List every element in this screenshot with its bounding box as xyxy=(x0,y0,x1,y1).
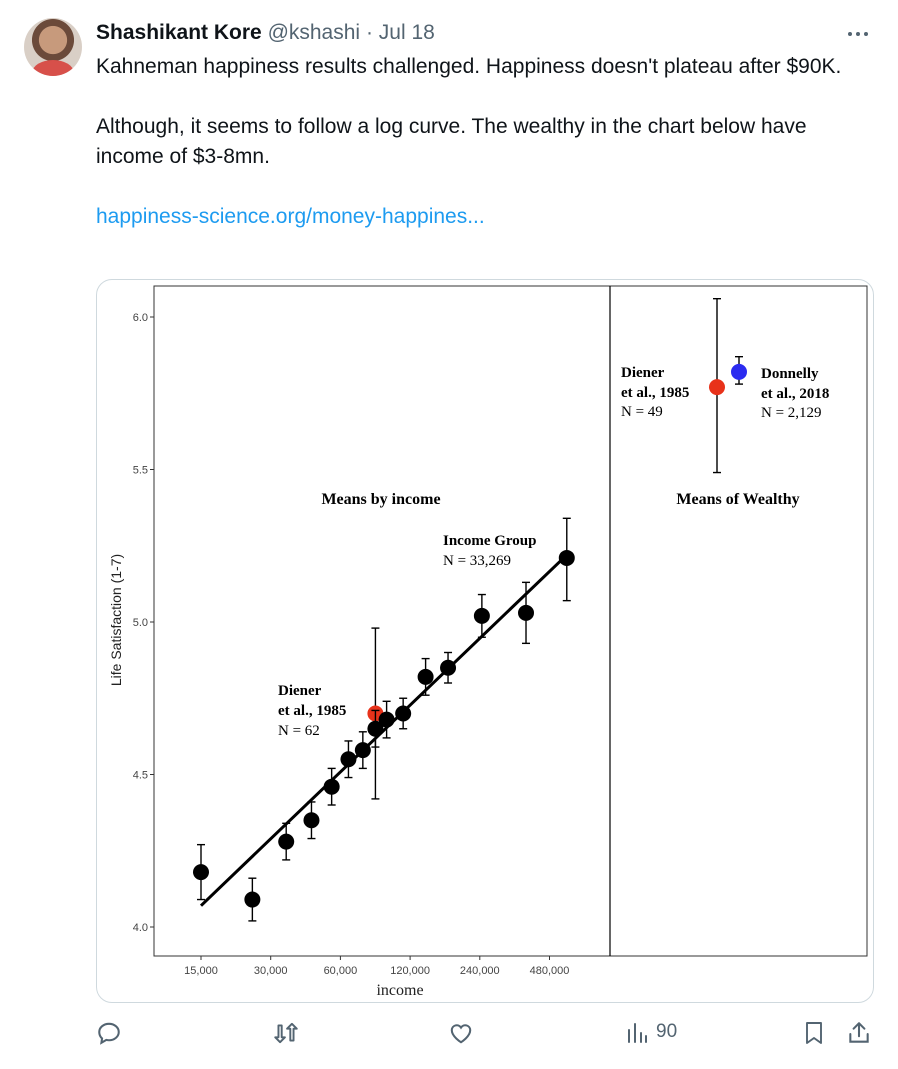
tweet-text-line1: Kahneman happiness results challenged. H… xyxy=(96,55,842,78)
chart-svg: 4.0 4.5 5.0 5.5 6.0 15,000 30,000 60,000 120,000… xyxy=(108,285,868,999)
tweet-date[interactable]: Jul 18 xyxy=(378,21,435,44)
panel-title-wealthy: Means of Wealthy xyxy=(676,491,799,508)
x-tick-label: 480,000 xyxy=(530,965,570,977)
data-point xyxy=(367,720,384,737)
x-tick-label: 15,000 xyxy=(184,965,218,977)
label-diener-name: Diener xyxy=(278,683,322,699)
label-income-n: N = 33,269 xyxy=(443,553,511,569)
y-axis-label: Life Satisfaction (1-7) xyxy=(108,554,124,686)
data-point xyxy=(303,812,320,829)
x-axis-label: income xyxy=(376,982,423,999)
y-tick-label: 4.5 xyxy=(133,770,148,782)
label-donnelly-year: et al., 2018 xyxy=(761,386,829,402)
label-diener-n: N = 62 xyxy=(278,723,320,739)
tweet-link[interactable]: happiness-science.org/money-happines... xyxy=(96,205,485,228)
meta-separator: · xyxy=(365,21,373,44)
plot-frame xyxy=(153,285,868,957)
author-handle[interactable]: @kshashi xyxy=(267,21,361,44)
action-bar: 90 xyxy=(0,1020,898,1056)
chart-card[interactable]: 4.0 4.5 5.0 5.5 6.0 15,000 30,000 60,000 120,000… xyxy=(96,279,874,1003)
avatar-shirt xyxy=(32,60,74,76)
tweet-header: Shashikant Kore @kshashi · Jul 18 xyxy=(96,20,435,46)
panel-title-income: Means by income xyxy=(321,491,440,508)
wealthy-point-diener xyxy=(709,379,725,396)
y-tick-label: 4.0 xyxy=(133,922,148,934)
data-point xyxy=(440,659,457,676)
tweet-text: Kahneman happiness results challenged. H… xyxy=(96,52,876,232)
author-name[interactable]: Shashikant Kore xyxy=(96,21,262,44)
data-point xyxy=(518,604,535,621)
heart-icon[interactable] xyxy=(448,1020,474,1046)
x-tick-label: 60,000 xyxy=(324,965,358,977)
data-point xyxy=(558,549,575,566)
label-diener-year: et al., 1985 xyxy=(278,703,346,719)
data-point xyxy=(244,891,261,908)
y-tick-label: 6.0 xyxy=(133,312,148,324)
label-wealthy-diener-name: Diener xyxy=(621,365,665,381)
reply-icon[interactable] xyxy=(96,1020,122,1046)
data-point xyxy=(378,711,395,728)
y-tick-label: 5.0 xyxy=(133,617,148,629)
data-point xyxy=(278,833,295,850)
retweet-icon[interactable] xyxy=(272,1020,300,1046)
x-tick-label: 120,000 xyxy=(390,965,430,977)
data-point xyxy=(417,668,434,685)
x-tick-label: 240,000 xyxy=(460,965,500,977)
label-income-group: Income Group xyxy=(443,533,536,549)
bookmark-icon[interactable] xyxy=(802,1020,826,1046)
wealthy-point-donnelly xyxy=(731,363,747,380)
trend-line xyxy=(199,553,568,907)
x-tick-label: 30,000 xyxy=(254,965,288,977)
data-point xyxy=(340,751,357,768)
label-donnelly-n: N = 2,129 xyxy=(761,405,822,421)
label-donnelly-name: Donnelly xyxy=(761,366,819,382)
data-point xyxy=(193,864,209,881)
data-point xyxy=(473,607,490,624)
label-wealthy-diener-n: N = 49 xyxy=(621,404,663,420)
y-tick-label: 5.5 xyxy=(133,465,148,477)
more-horizontal-icon[interactable] xyxy=(846,22,870,52)
tweet-text-line2: Although, it seems to follow a log curve… xyxy=(96,115,807,168)
views-button[interactable]: 90 xyxy=(626,1020,677,1044)
avatar[interactable] xyxy=(24,18,82,76)
share-icon[interactable] xyxy=(846,1020,872,1046)
data-point xyxy=(354,742,371,759)
data-point xyxy=(323,778,340,795)
label-wealthy-diener-year: et al., 1985 xyxy=(621,385,689,401)
views-icon xyxy=(626,1020,648,1044)
data-point xyxy=(395,705,412,722)
views-count: 90 xyxy=(656,1021,678,1042)
